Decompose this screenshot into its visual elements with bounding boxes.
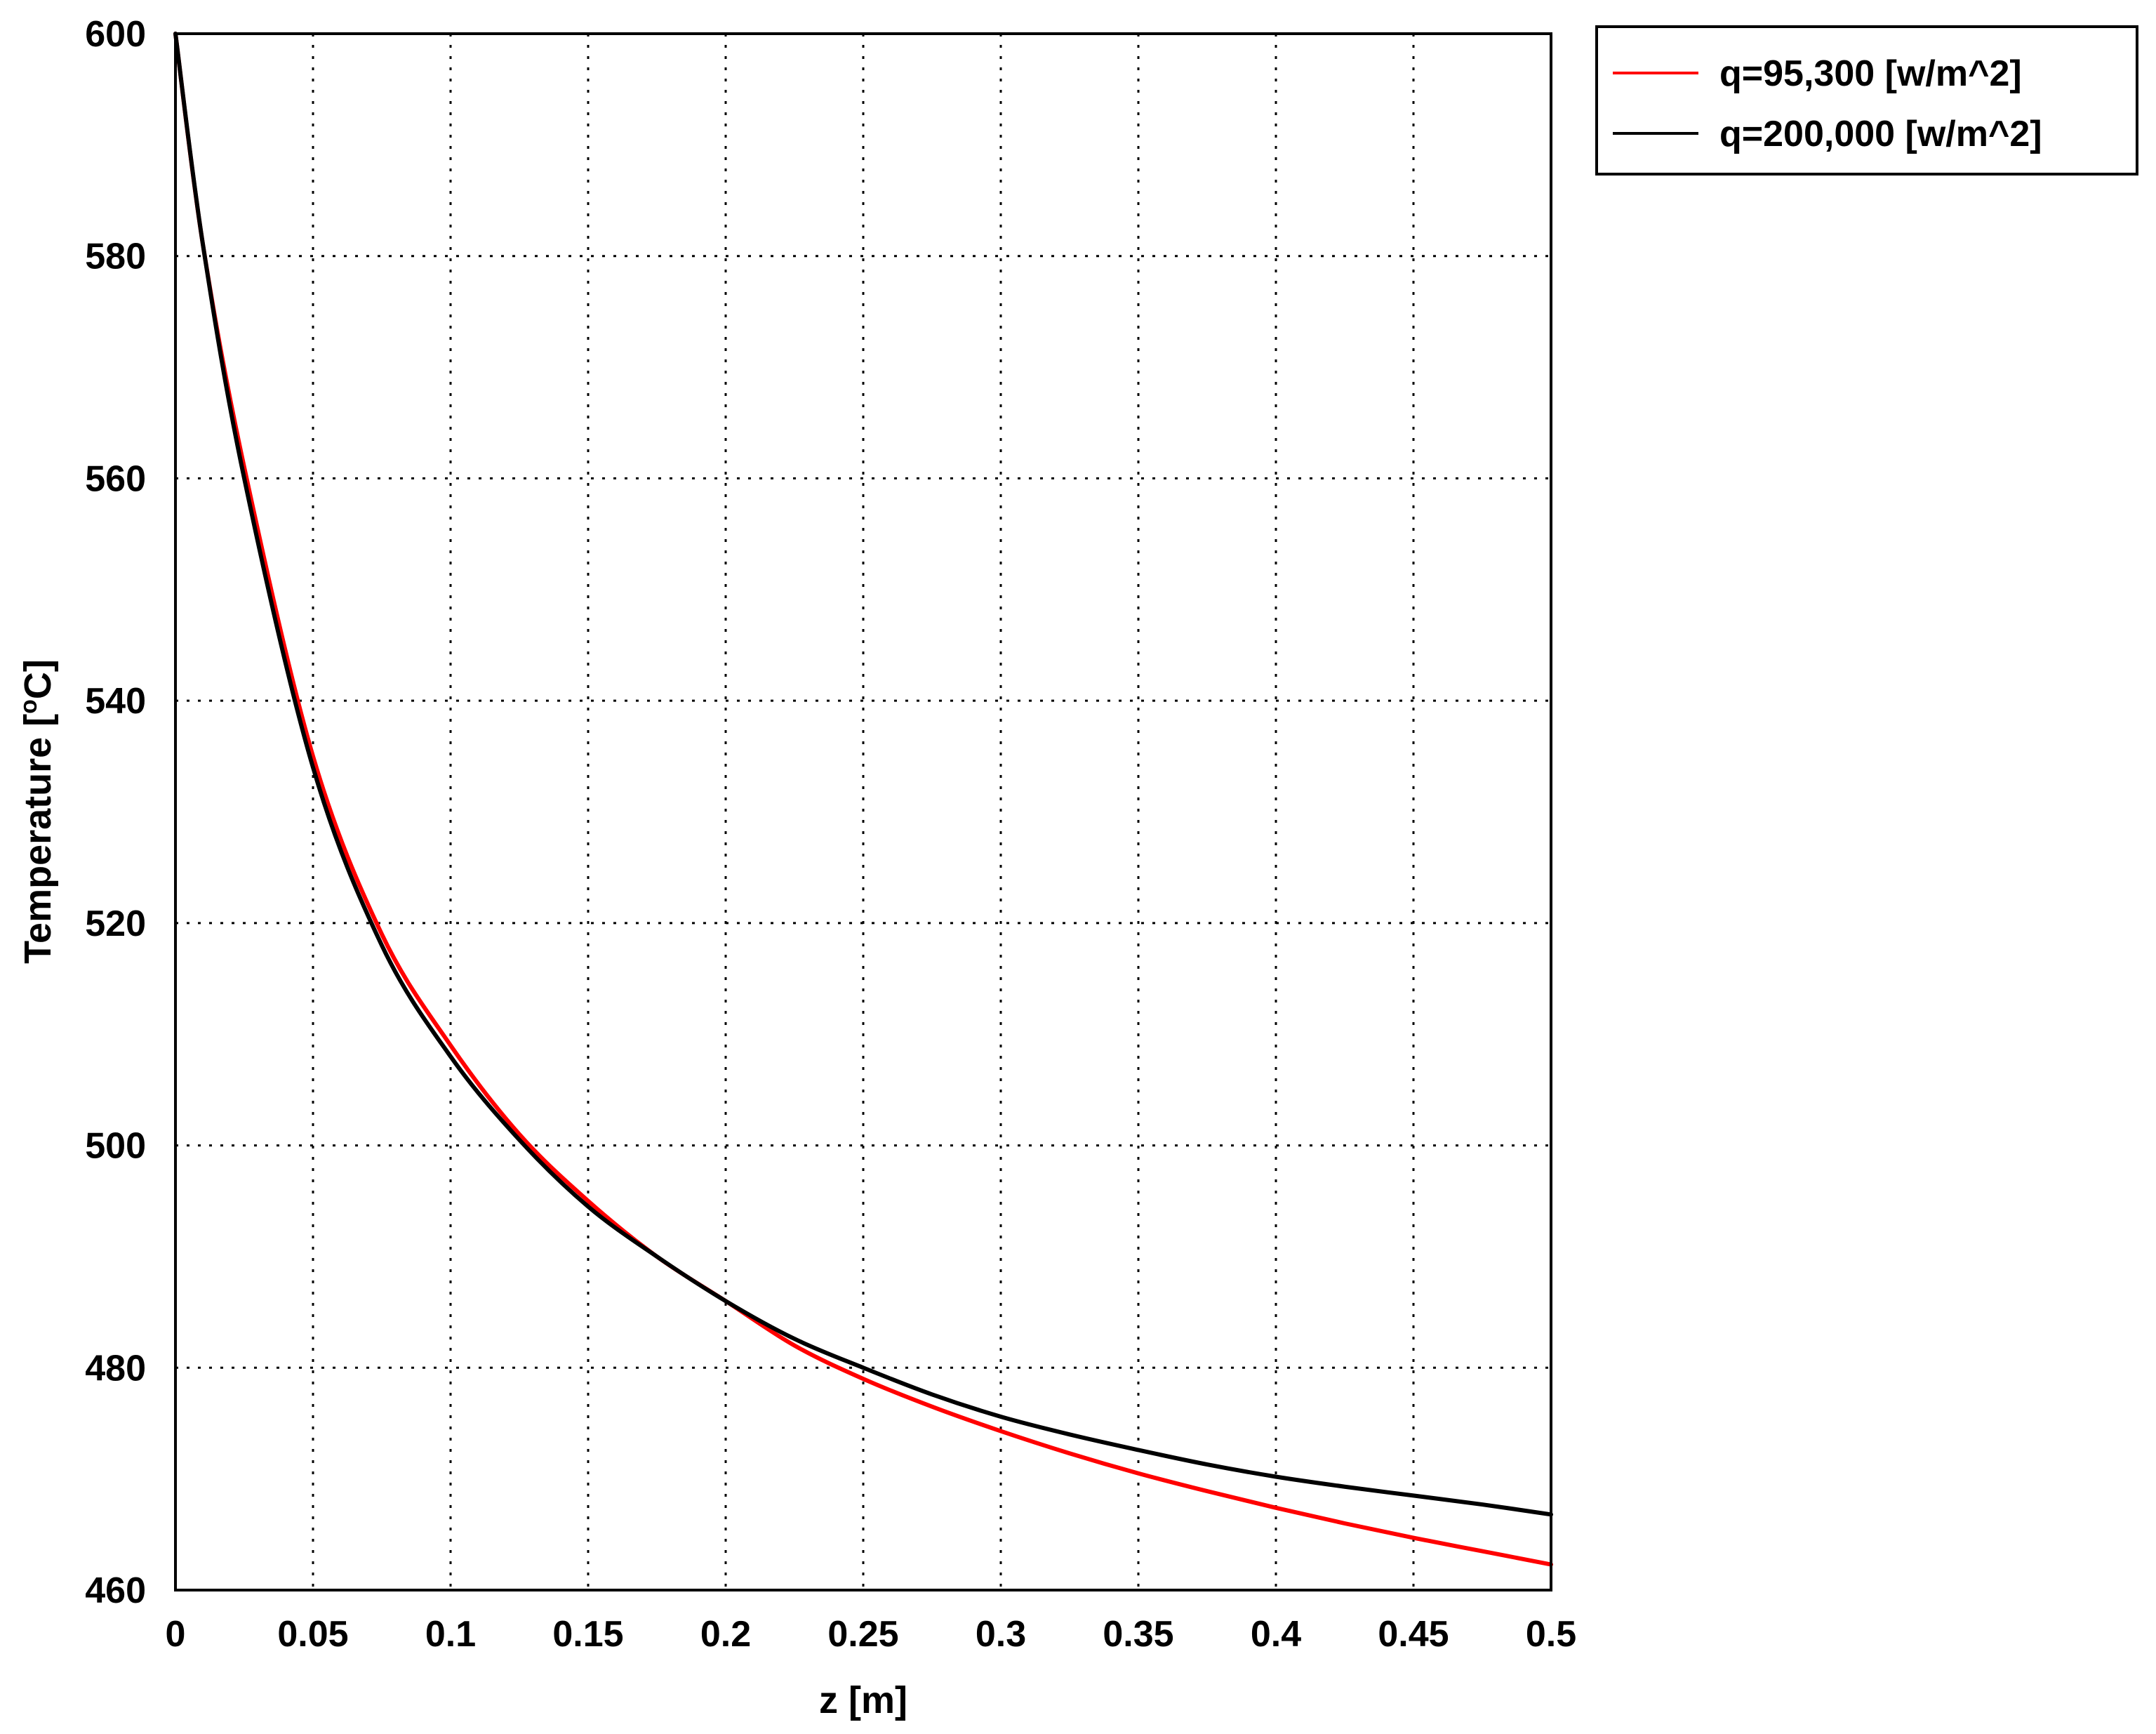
x-tick-label: 0.1 xyxy=(425,1614,476,1655)
y-tick-label: 520 xyxy=(85,904,146,944)
legend: q=95,300 [w/m^2] q=200,000 [w/m^2] xyxy=(1595,25,2138,176)
x-tick-label: 0.35 xyxy=(1103,1614,1173,1655)
y-tick-label: 500 xyxy=(85,1126,146,1167)
y-tick-label: 600 xyxy=(85,14,146,55)
y-axis-title-degree: o xyxy=(15,699,42,714)
y-tick-label: 560 xyxy=(85,458,146,499)
grid-lines xyxy=(175,34,1551,1590)
x-tick-label: 0.25 xyxy=(827,1614,898,1655)
x-tick-label: 0.2 xyxy=(700,1614,751,1655)
x-tick-label: 0.5 xyxy=(1526,1614,1576,1655)
y-axis-title-unit: C] xyxy=(17,659,59,699)
x-axis-title: z [m] xyxy=(819,1679,907,1721)
y-tick-label: 540 xyxy=(85,681,146,722)
series-line-2 xyxy=(173,32,1553,1517)
y-tick-label: 480 xyxy=(85,1348,146,1389)
x-tick-label: 0.3 xyxy=(976,1614,1026,1655)
plot-frame xyxy=(174,32,1552,1591)
x-tick-label: 0.45 xyxy=(1378,1614,1449,1655)
y-tick-label: 460 xyxy=(85,1570,146,1611)
y-tick-labels: 460 480 500 520 540 560 580 600 xyxy=(85,14,146,1611)
y-tick-label: 580 xyxy=(85,237,146,277)
x-tick-label: 0.15 xyxy=(552,1614,623,1655)
x-tick-labels: 0 0.05 0.1 0.15 0.2 0.25 0.3 0.35 0.4 0.45 0.5 xyxy=(166,1614,1577,1655)
x-tick-label: 0 xyxy=(166,1614,186,1655)
legend-label-series-2: q=200,000 [w/m^2] xyxy=(1719,114,2042,154)
y-axis-title-text: Temperature [ xyxy=(17,714,59,964)
legend-box xyxy=(1595,25,2138,176)
legend-label-series-1: q=95,300 [w/m^2] xyxy=(1719,53,2022,94)
x-tick-label: 0.05 xyxy=(277,1614,348,1655)
x-tick-label: 0.4 xyxy=(1251,1614,1301,1655)
y-axis-title: Temperature [oC] xyxy=(15,659,59,964)
series-lines xyxy=(173,32,1553,1567)
